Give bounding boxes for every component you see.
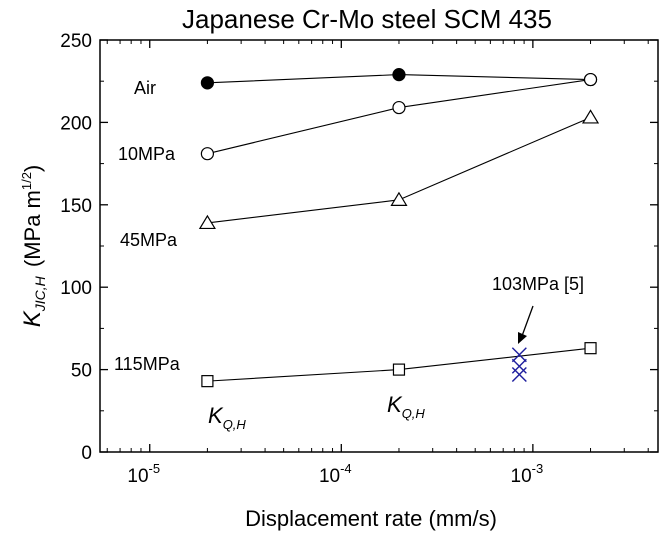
y-tick-label: 100 xyxy=(60,278,92,299)
point-45mpa xyxy=(198,214,216,230)
x-tick-label: 10-4 xyxy=(319,461,352,487)
annotation-air: Air xyxy=(134,78,156,98)
axis-ticks: 0 50 100 150 200 250 10-5 10-4 10-3 xyxy=(60,31,658,487)
point-45mpa xyxy=(390,191,408,206)
kqh-label: KQ,H xyxy=(208,403,246,432)
annotation-103mpa: 103MPa [5] xyxy=(492,274,584,294)
point-115mpa xyxy=(392,363,406,376)
y-tick-label: 0 xyxy=(81,443,92,464)
chart-title: Japanese Cr-Mo steel SCM 435 xyxy=(182,4,552,34)
series-line-45mpa xyxy=(207,116,591,224)
point-115mpa xyxy=(584,342,597,355)
point-10mpa xyxy=(392,100,406,115)
point-103mpa-5 xyxy=(511,347,527,363)
y-tick-label: 200 xyxy=(60,113,92,134)
y-tick-label: 50 xyxy=(71,361,92,382)
point-10mpa xyxy=(200,147,215,161)
series-markers xyxy=(198,68,600,388)
y-tick-label: 250 xyxy=(60,31,92,52)
annotation-arrow xyxy=(518,305,534,344)
x-tick-label: 10-3 xyxy=(511,461,544,487)
annotation-10mpa: 10MPa xyxy=(118,144,176,164)
y-tick-label: 150 xyxy=(60,196,92,217)
y-axis-title: KJIC,H (MPa m1/2) xyxy=(19,165,48,328)
point-air xyxy=(392,68,406,82)
point-45mpa xyxy=(581,109,600,124)
x-axis-title: Displacement rate (mm/s) xyxy=(245,506,497,531)
point-115mpa xyxy=(201,375,214,388)
point-10mpa xyxy=(583,72,598,87)
kqh-label: KQ,H xyxy=(387,392,425,421)
point-103mpa-5 xyxy=(511,367,527,383)
annotation-115mpa: 115MPa xyxy=(114,354,181,374)
series-lines xyxy=(207,74,591,382)
plot-frame xyxy=(99,39,659,453)
x-tick-label: 10-5 xyxy=(127,461,160,487)
point-103mpa-5 xyxy=(511,358,527,374)
point-air xyxy=(200,76,215,90)
annotation-45mpa: 45MPa xyxy=(120,230,178,250)
